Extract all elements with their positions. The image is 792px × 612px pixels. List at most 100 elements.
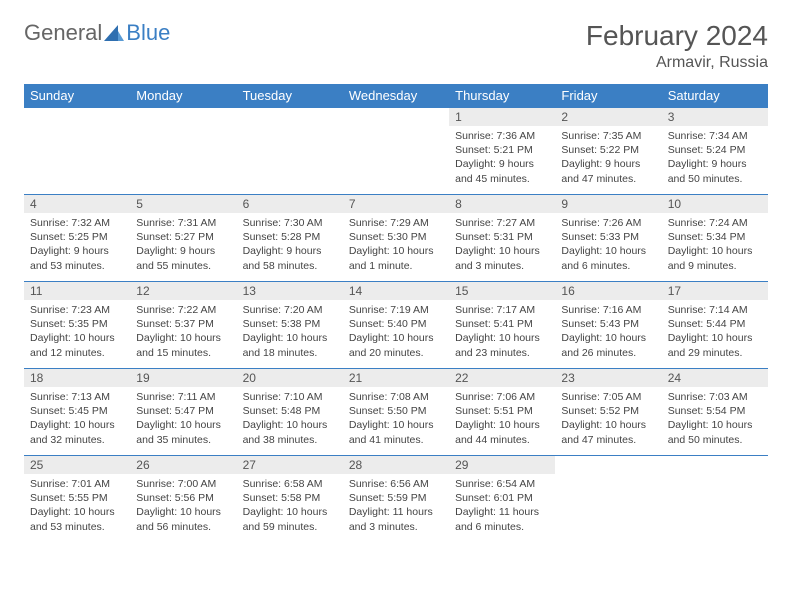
calendar-day-cell: 7Sunrise: 7:29 AMSunset: 5:30 PMDaylight… [343, 195, 449, 282]
day-details: Sunrise: 7:14 AMSunset: 5:44 PMDaylight:… [662, 300, 768, 364]
brand-part2: Blue [126, 20, 170, 46]
calendar-day-cell: 17Sunrise: 7:14 AMSunset: 5:44 PMDayligh… [662, 282, 768, 369]
day-number: 24 [662, 369, 768, 387]
calendar-day-cell: 20Sunrise: 7:10 AMSunset: 5:48 PMDayligh… [237, 369, 343, 456]
calendar-day-cell: 21Sunrise: 7:08 AMSunset: 5:50 PMDayligh… [343, 369, 449, 456]
calendar-day-cell [24, 108, 130, 195]
day-details: Sunrise: 7:10 AMSunset: 5:48 PMDaylight:… [237, 387, 343, 451]
day-details: Sunrise: 7:30 AMSunset: 5:28 PMDaylight:… [237, 213, 343, 277]
day-details: Sunrise: 7:11 AMSunset: 5:47 PMDaylight:… [130, 387, 236, 451]
calendar-day-cell: 13Sunrise: 7:20 AMSunset: 5:38 PMDayligh… [237, 282, 343, 369]
day-number: 29 [449, 456, 555, 474]
day-details: Sunrise: 7:00 AMSunset: 5:56 PMDaylight:… [130, 474, 236, 538]
calendar-day-cell: 8Sunrise: 7:27 AMSunset: 5:31 PMDaylight… [449, 195, 555, 282]
day-details: Sunrise: 7:01 AMSunset: 5:55 PMDaylight:… [24, 474, 130, 538]
calendar-day-cell: 1Sunrise: 7:36 AMSunset: 5:21 PMDaylight… [449, 108, 555, 195]
weekday-header: Saturday [662, 84, 768, 108]
calendar-day-cell: 24Sunrise: 7:03 AMSunset: 5:54 PMDayligh… [662, 369, 768, 456]
day-number: 1 [449, 108, 555, 126]
day-number: 9 [555, 195, 661, 213]
calendar-week-row: 25Sunrise: 7:01 AMSunset: 5:55 PMDayligh… [24, 456, 768, 543]
day-number: 19 [130, 369, 236, 387]
calendar-day-cell: 23Sunrise: 7:05 AMSunset: 5:52 PMDayligh… [555, 369, 661, 456]
day-number: 27 [237, 456, 343, 474]
day-details: Sunrise: 7:31 AMSunset: 5:27 PMDaylight:… [130, 213, 236, 277]
calendar-day-cell: 28Sunrise: 6:56 AMSunset: 5:59 PMDayligh… [343, 456, 449, 543]
weekday-header: Friday [555, 84, 661, 108]
calendar-day-cell: 15Sunrise: 7:17 AMSunset: 5:41 PMDayligh… [449, 282, 555, 369]
day-details: Sunrise: 7:36 AMSunset: 5:21 PMDaylight:… [449, 126, 555, 190]
calendar-day-cell: 22Sunrise: 7:06 AMSunset: 5:51 PMDayligh… [449, 369, 555, 456]
day-details: Sunrise: 7:24 AMSunset: 5:34 PMDaylight:… [662, 213, 768, 277]
calendar-day-cell: 5Sunrise: 7:31 AMSunset: 5:27 PMDaylight… [130, 195, 236, 282]
weekday-header: Thursday [449, 84, 555, 108]
calendar-day-cell: 6Sunrise: 7:30 AMSunset: 5:28 PMDaylight… [237, 195, 343, 282]
day-details: Sunrise: 7:20 AMSunset: 5:38 PMDaylight:… [237, 300, 343, 364]
day-details: Sunrise: 6:56 AMSunset: 5:59 PMDaylight:… [343, 474, 449, 538]
brand-logo: General Blue [24, 20, 170, 46]
calendar-table: SundayMondayTuesdayWednesdayThursdayFrid… [24, 84, 768, 542]
day-details: Sunrise: 7:05 AMSunset: 5:52 PMDaylight:… [555, 387, 661, 451]
day-number: 26 [130, 456, 236, 474]
calendar-day-cell: 19Sunrise: 7:11 AMSunset: 5:47 PMDayligh… [130, 369, 236, 456]
calendar-day-cell: 25Sunrise: 7:01 AMSunset: 5:55 PMDayligh… [24, 456, 130, 543]
day-number: 2 [555, 108, 661, 126]
calendar-day-cell: 27Sunrise: 6:58 AMSunset: 5:58 PMDayligh… [237, 456, 343, 543]
day-details: Sunrise: 6:58 AMSunset: 5:58 PMDaylight:… [237, 474, 343, 538]
day-details: Sunrise: 7:34 AMSunset: 5:24 PMDaylight:… [662, 126, 768, 190]
day-number: 17 [662, 282, 768, 300]
day-details: Sunrise: 7:27 AMSunset: 5:31 PMDaylight:… [449, 213, 555, 277]
calendar-day-cell [555, 456, 661, 543]
calendar-day-cell [343, 108, 449, 195]
calendar-day-cell: 4Sunrise: 7:32 AMSunset: 5:25 PMDaylight… [24, 195, 130, 282]
calendar-day-cell: 11Sunrise: 7:23 AMSunset: 5:35 PMDayligh… [24, 282, 130, 369]
calendar-day-cell: 16Sunrise: 7:16 AMSunset: 5:43 PMDayligh… [555, 282, 661, 369]
logo-triangle-icon [104, 25, 124, 41]
month-title: February 2024 [586, 20, 768, 52]
calendar-day-cell: 3Sunrise: 7:34 AMSunset: 5:24 PMDaylight… [662, 108, 768, 195]
day-number: 16 [555, 282, 661, 300]
header: General Blue February 2024 Armavir, Russ… [24, 20, 768, 72]
day-number: 18 [24, 369, 130, 387]
day-number: 4 [24, 195, 130, 213]
day-details: Sunrise: 7:16 AMSunset: 5:43 PMDaylight:… [555, 300, 661, 364]
day-number: 5 [130, 195, 236, 213]
calendar-day-cell [662, 456, 768, 543]
calendar-day-cell: 9Sunrise: 7:26 AMSunset: 5:33 PMDaylight… [555, 195, 661, 282]
calendar-day-cell: 12Sunrise: 7:22 AMSunset: 5:37 PMDayligh… [130, 282, 236, 369]
calendar-day-cell: 26Sunrise: 7:00 AMSunset: 5:56 PMDayligh… [130, 456, 236, 543]
day-details: Sunrise: 7:23 AMSunset: 5:35 PMDaylight:… [24, 300, 130, 364]
calendar-day-cell: 2Sunrise: 7:35 AMSunset: 5:22 PMDaylight… [555, 108, 661, 195]
day-details: Sunrise: 7:08 AMSunset: 5:50 PMDaylight:… [343, 387, 449, 451]
calendar-day-cell: 29Sunrise: 6:54 AMSunset: 6:01 PMDayligh… [449, 456, 555, 543]
day-number: 22 [449, 369, 555, 387]
calendar-week-row: 4Sunrise: 7:32 AMSunset: 5:25 PMDaylight… [24, 195, 768, 282]
calendar-week-row: 18Sunrise: 7:13 AMSunset: 5:45 PMDayligh… [24, 369, 768, 456]
day-details: Sunrise: 7:29 AMSunset: 5:30 PMDaylight:… [343, 213, 449, 277]
brand-part1: General [24, 20, 102, 46]
weekday-header: Sunday [24, 84, 130, 108]
day-number: 7 [343, 195, 449, 213]
day-number: 10 [662, 195, 768, 213]
calendar-week-row: 1Sunrise: 7:36 AMSunset: 5:21 PMDaylight… [24, 108, 768, 195]
day-number: 6 [237, 195, 343, 213]
calendar-body: 1Sunrise: 7:36 AMSunset: 5:21 PMDaylight… [24, 108, 768, 543]
calendar-week-row: 11Sunrise: 7:23 AMSunset: 5:35 PMDayligh… [24, 282, 768, 369]
day-details: Sunrise: 7:26 AMSunset: 5:33 PMDaylight:… [555, 213, 661, 277]
day-number: 3 [662, 108, 768, 126]
weekday-header: Wednesday [343, 84, 449, 108]
day-details: Sunrise: 7:17 AMSunset: 5:41 PMDaylight:… [449, 300, 555, 364]
day-number: 20 [237, 369, 343, 387]
day-number: 25 [24, 456, 130, 474]
day-number: 11 [24, 282, 130, 300]
day-number: 8 [449, 195, 555, 213]
day-details: Sunrise: 7:32 AMSunset: 5:25 PMDaylight:… [24, 213, 130, 277]
day-details: Sunrise: 6:54 AMSunset: 6:01 PMDaylight:… [449, 474, 555, 538]
day-number: 13 [237, 282, 343, 300]
calendar-day-cell: 14Sunrise: 7:19 AMSunset: 5:40 PMDayligh… [343, 282, 449, 369]
title-block: February 2024 Armavir, Russia [586, 20, 768, 72]
calendar-day-cell: 18Sunrise: 7:13 AMSunset: 5:45 PMDayligh… [24, 369, 130, 456]
day-number: 14 [343, 282, 449, 300]
day-number: 12 [130, 282, 236, 300]
calendar-header-row: SundayMondayTuesdayWednesdayThursdayFrid… [24, 84, 768, 108]
